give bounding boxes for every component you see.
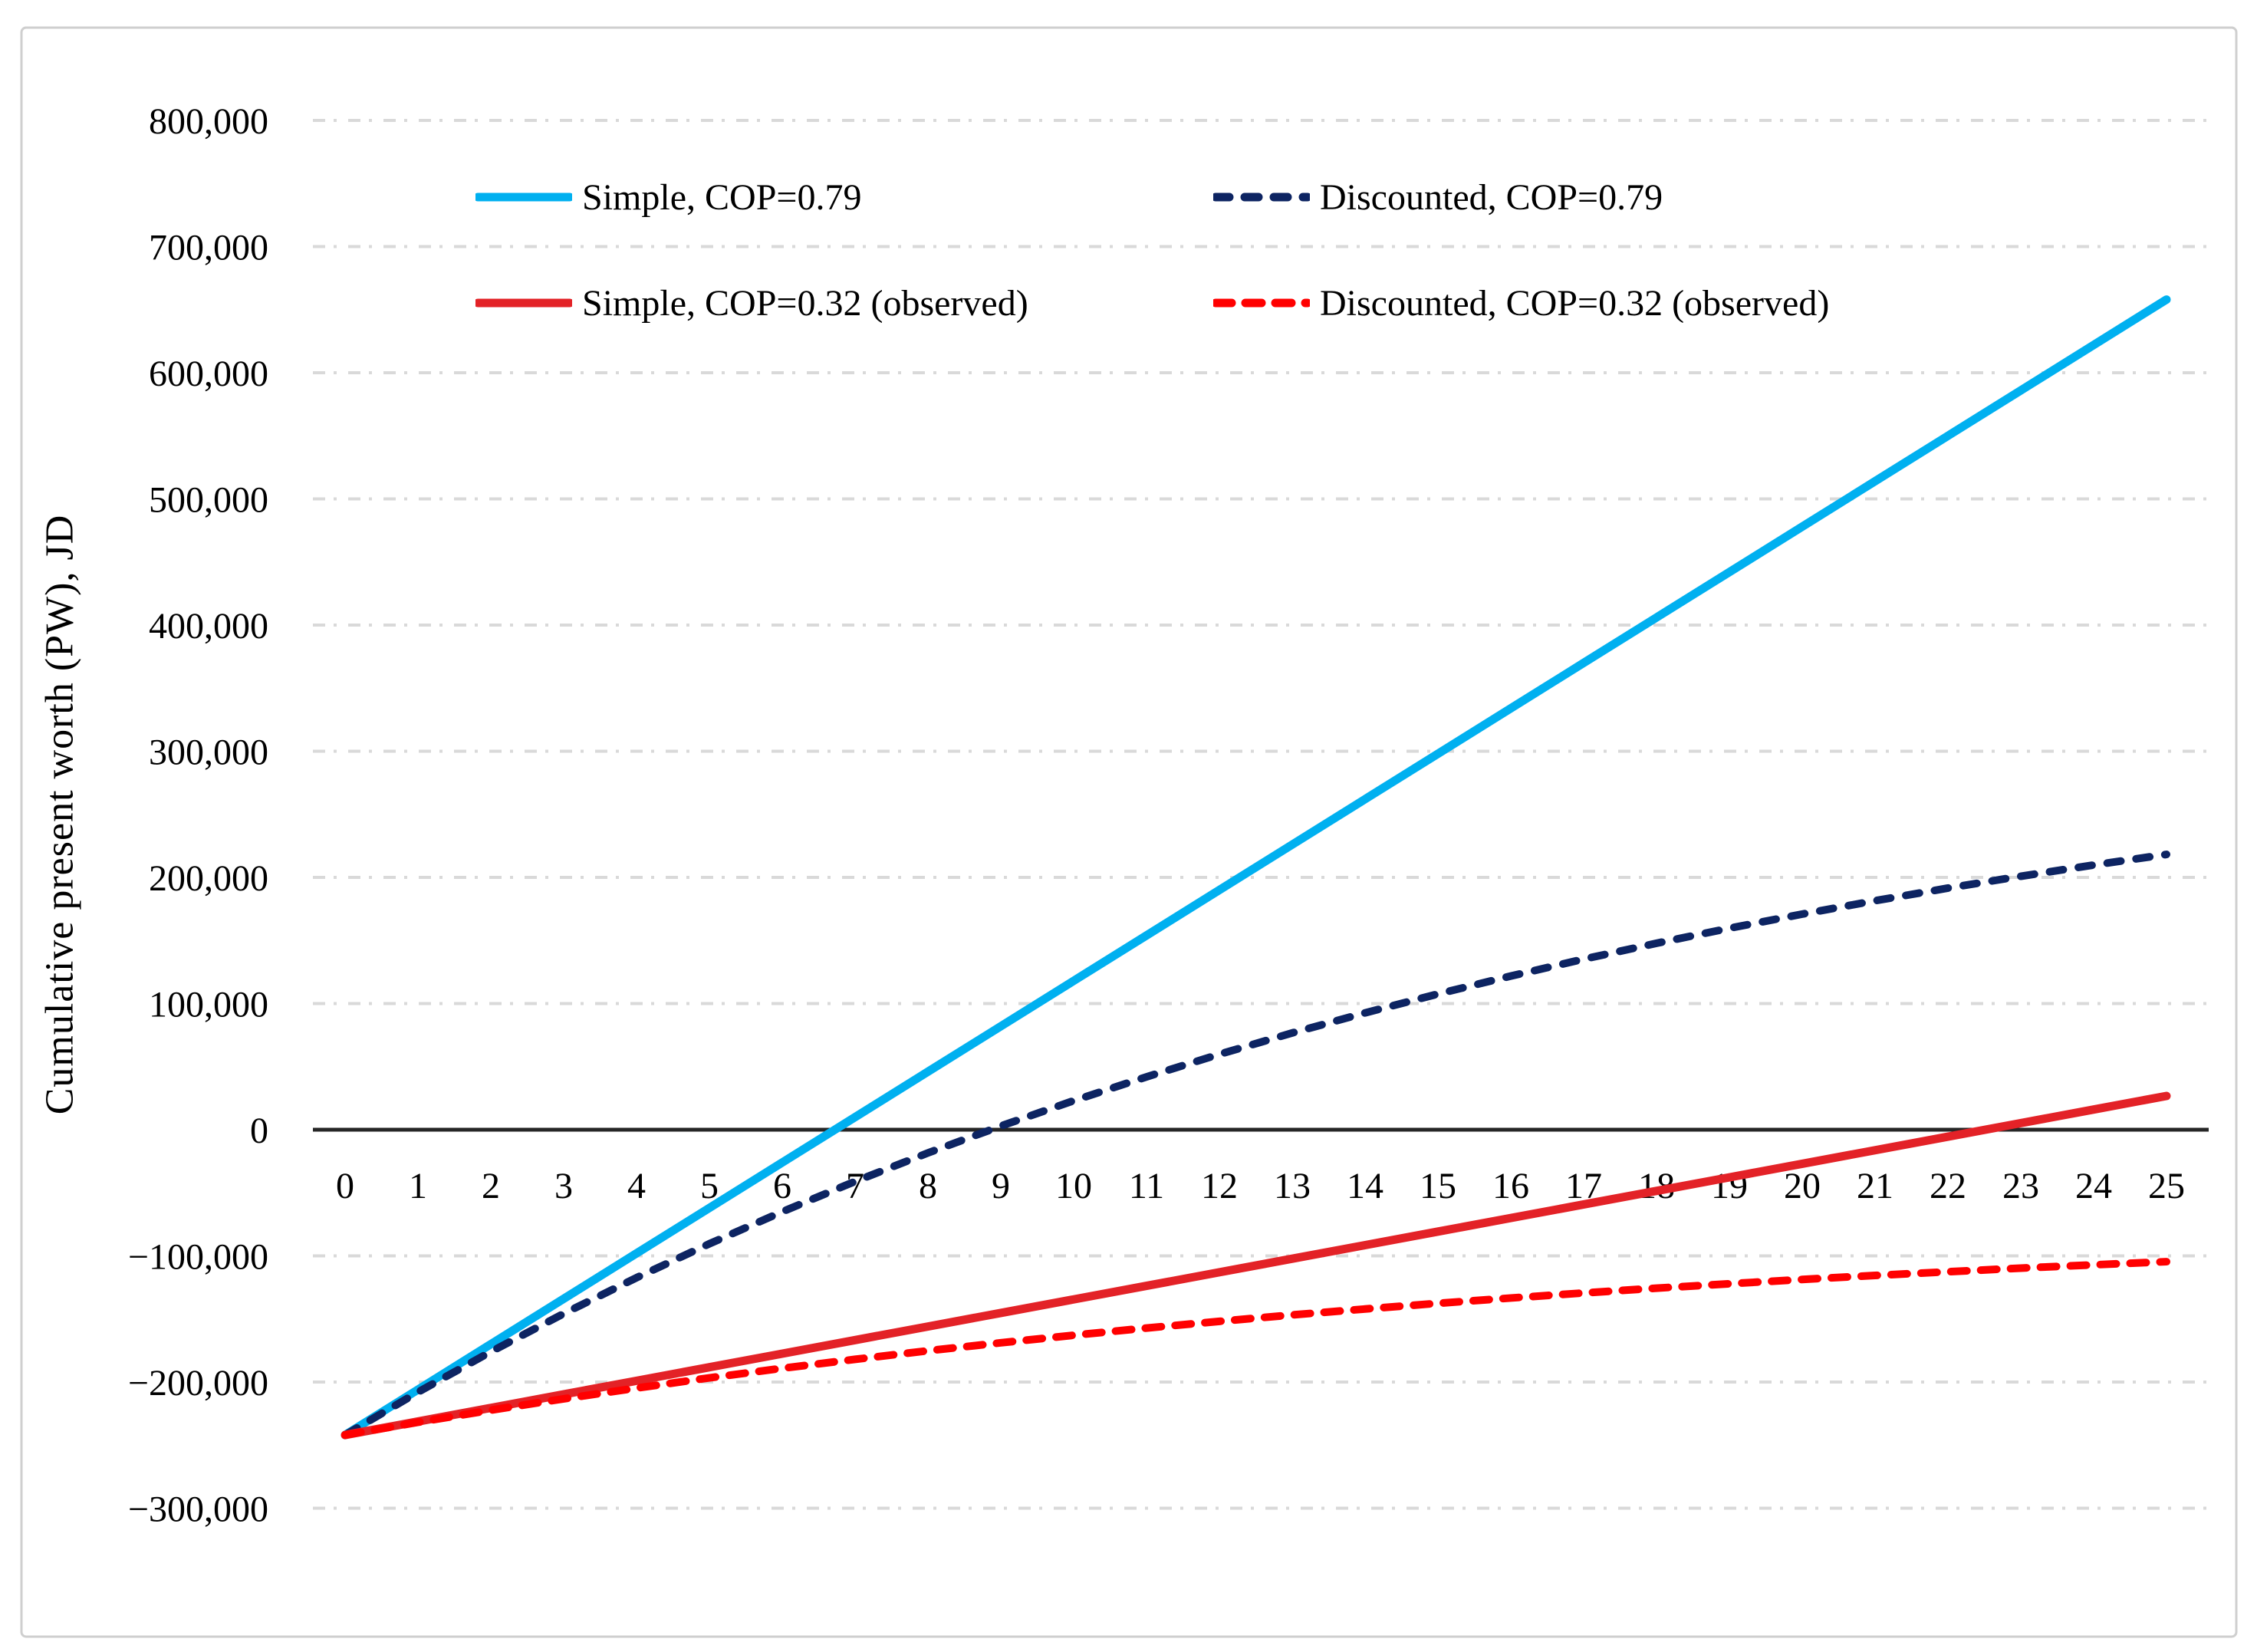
- x-tick-label: 6: [773, 1166, 791, 1206]
- x-tick-label: 10: [1055, 1166, 1092, 1206]
- legend-label: Discounted, COP=0.32 (observed): [1320, 282, 1830, 324]
- y-tick-label: 200,000: [149, 858, 268, 899]
- y-tick-label: 100,000: [149, 985, 268, 1025]
- x-tick-label: 4: [627, 1166, 646, 1206]
- x-tick-label: 8: [919, 1166, 937, 1206]
- x-tick-label: 16: [1492, 1166, 1529, 1206]
- legend-label: Discounted, COP=0.79: [1320, 176, 1663, 218]
- x-tick-label: 20: [1784, 1166, 1821, 1206]
- legend-swatch-dashed-red-icon: [1213, 298, 1310, 308]
- x-tick-label: 9: [992, 1166, 1010, 1206]
- y-tick-label: 400,000: [149, 606, 268, 647]
- x-tick-label: 13: [1274, 1166, 1311, 1206]
- x-tick-label: 21: [1857, 1166, 1893, 1206]
- series-line-simple-cop-079: [341, 295, 2171, 1440]
- legend-swatch-solid-red-icon: [475, 298, 572, 308]
- x-tick-label: 0: [336, 1166, 354, 1206]
- legend-item-simple-cop032: Simple, COP=0.32 (observed): [475, 279, 1028, 327]
- y-tick-label: −300,000: [128, 1489, 268, 1530]
- x-tick-label: 15: [1420, 1166, 1456, 1206]
- x-tick-label: 1: [409, 1166, 427, 1206]
- y-tick-label: −200,000: [128, 1363, 268, 1404]
- x-tick-label: 14: [1347, 1166, 1383, 1206]
- x-tick-label: 23: [2002, 1166, 2039, 1206]
- y-tick-label: −100,000: [128, 1237, 268, 1278]
- y-tick-label: 300,000: [149, 732, 268, 773]
- x-tick-label: 22: [1930, 1166, 1966, 1206]
- legend-item-discounted-cop079: Discounted, COP=0.79: [1213, 173, 1663, 221]
- legend-item-discounted-cop032: Discounted, COP=0.32 (observed): [1213, 279, 1829, 327]
- x-tick-label: 24: [2075, 1166, 2112, 1206]
- y-tick-label: 500,000: [149, 480, 268, 521]
- x-tick-label: 2: [482, 1166, 500, 1206]
- y-tick-label: 800,000: [149, 101, 268, 142]
- series-line-discounted-cop-032: [341, 1258, 2170, 1440]
- x-tick-label: 11: [1129, 1166, 1164, 1206]
- y-axis-title: Cumulative present worth (PW), JD: [38, 514, 82, 1115]
- x-tick-label: 3: [554, 1166, 573, 1206]
- series-line-discounted-cop-079: [341, 851, 2170, 1440]
- legend-swatch-solid-blue-icon: [475, 193, 572, 202]
- series-line-simple-cop-032: [341, 1091, 2171, 1440]
- y-tick-label: 700,000: [149, 228, 268, 268]
- y-tick-label: 600,000: [149, 354, 268, 394]
- legend-swatch-dashed-navy-icon: [1213, 193, 1310, 202]
- x-tick-label: 25: [2148, 1166, 2185, 1206]
- figure-border: [20, 26, 2238, 1638]
- legend-label: Simple, COP=0.79: [582, 176, 862, 218]
- y-tick-label: 0: [250, 1111, 268, 1151]
- x-tick-label: 12: [1201, 1166, 1238, 1206]
- legend-item-simple-cop079: Simple, COP=0.79: [475, 173, 861, 221]
- legend-label: Simple, COP=0.32 (observed): [582, 282, 1028, 324]
